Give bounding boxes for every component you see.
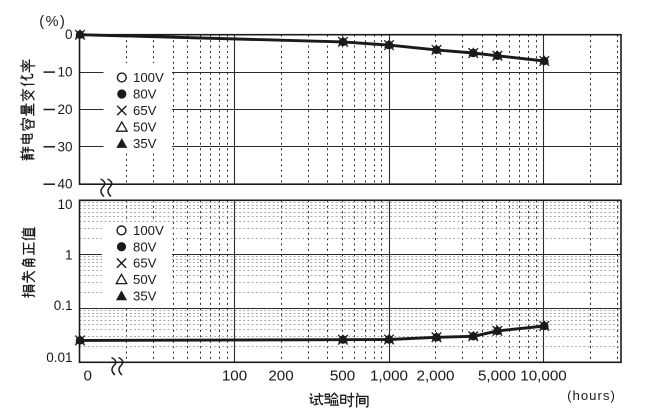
svg-text:35V: 35V [133,136,157,151]
svg-text:10: 10 [57,65,72,80]
svg-text:10,000: 10,000 [520,367,566,384]
svg-text:0.1: 0.1 [54,298,73,313]
svg-text:65V: 65V [133,103,157,118]
svg-text:2,000: 2,000 [417,367,455,384]
svg-text:50V: 50V [133,272,157,287]
svg-text:80V: 80V [133,239,157,254]
svg-text:(%): (%) [39,14,66,30]
svg-text:200: 200 [268,367,293,384]
svg-text:0.01: 0.01 [46,350,72,365]
svg-text:80V: 80V [133,87,157,102]
svg-text:500: 500 [330,367,355,384]
svg-text:100V: 100V [133,223,164,238]
svg-text:20: 20 [57,102,72,117]
svg-text:65V: 65V [133,256,157,271]
svg-text:1,000: 1,000 [370,367,408,384]
svg-text:100: 100 [222,367,247,384]
svg-text:(hours): (hours) [567,388,616,403]
svg-text:50V: 50V [133,120,157,135]
svg-text:30: 30 [57,139,72,154]
svg-text:40: 40 [57,177,72,192]
svg-text:0: 0 [65,27,73,42]
svg-text:0: 0 [83,367,91,384]
svg-text:100V: 100V [133,70,164,85]
svg-text:35V: 35V [133,288,157,303]
svg-text:10: 10 [57,197,72,212]
svg-text:1: 1 [65,247,73,262]
svg-text:5,000: 5,000 [478,367,516,384]
